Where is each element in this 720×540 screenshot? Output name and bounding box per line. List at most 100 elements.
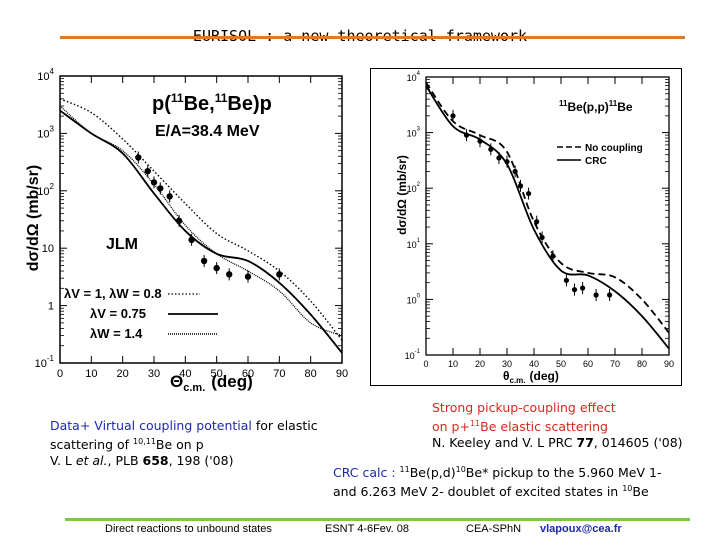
x-tick-label: 0: [57, 368, 63, 380]
y-tick-label: 10: [42, 243, 54, 255]
x-tick-label: 20: [475, 359, 485, 369]
data-point: [226, 271, 233, 278]
x-tick-label: 40: [179, 368, 191, 380]
left-x-axis: 0 10 20 30 40 50 60 70 80 90: [57, 76, 348, 380]
right-x-axis: 0 10 20 30 40 50 60 70 80 90: [423, 77, 674, 369]
data-point: [563, 277, 569, 283]
data-point: [276, 271, 283, 278]
data-point: [607, 292, 613, 298]
data-point: [213, 264, 220, 272]
x-tick-label: 10: [85, 368, 97, 380]
data-point: [534, 219, 540, 225]
x-tick-label: 90: [336, 368, 348, 380]
left-data-points: [135, 151, 283, 283]
x-tick-label: 60: [583, 359, 593, 369]
data-point: [450, 113, 456, 119]
footer-org: CEA-SPhN: [466, 523, 522, 535]
data-point: [135, 154, 142, 161]
left-caption: Data+ Virtual coupling potential for ela…: [50, 418, 318, 469]
right-plot: 104 103 102 101 100 10-1 0 10 20 30 40 50 60 70 80 90 …: [370, 68, 682, 386]
left-legend: λV = 1, λW = 0.8 λV = 0.75 λW = 1.4: [64, 286, 218, 341]
footer-center: ESNT 4-6Fev. 08: [325, 523, 409, 535]
y-tick-label: 102: [37, 182, 54, 198]
y-tick-label: 104: [37, 67, 54, 83]
data-point: [244, 273, 252, 280]
left-plot: 104 103 102 10 1 10-1 0 10 20 30 40 50 60 70 80 90 p(1…: [20, 62, 350, 394]
data-point: [593, 292, 599, 298]
right-curves: [425, 81, 670, 350]
data-point: [463, 132, 470, 138]
data-point: [571, 287, 578, 293]
data-point: [526, 190, 532, 197]
x-tick-label: 60: [242, 368, 254, 380]
x-tick-label: 40: [529, 359, 539, 369]
x-tick-label: 30: [502, 359, 512, 369]
data-point: [150, 179, 158, 186]
x-tick-label: 50: [556, 359, 566, 369]
footer-email[interactable]: vlapoux@cea.fr: [540, 523, 622, 535]
x-tick-label: 30: [148, 368, 160, 380]
y-tick-label: 10-1: [35, 354, 55, 370]
data-point: [166, 193, 173, 200]
right-data-points: [450, 109, 613, 301]
data-point: [496, 155, 502, 161]
bottom-divider: [65, 518, 690, 521]
x-tick-label: 0: [423, 359, 428, 369]
left-plot-frame: [59, 75, 343, 364]
series-curve-2: [59, 109, 343, 354]
crc-caption: CRC calc : 11Be(p,d)10Be* pickup to the …: [333, 465, 662, 500]
right-legend-label-2: CRC: [585, 156, 607, 167]
series-curve-2: [425, 85, 670, 350]
x-tick-label: 80: [637, 359, 647, 369]
y-tick-label: 101: [407, 238, 421, 250]
left-legend-label-1: λV = 1, λW = 0.8: [64, 286, 162, 301]
x-tick-label: 90: [664, 359, 674, 369]
left-reaction-title: p(11Be,11Be)p: [152, 91, 272, 115]
data-point: [512, 168, 518, 175]
right-legend-label-1: No coupling: [585, 143, 643, 154]
data-point: [175, 217, 183, 225]
left-model-label: JLM: [106, 236, 138, 253]
left-legend-label-2: λV = 0.75: [90, 306, 146, 321]
left-legend-label-3: λW = 1.4: [90, 326, 143, 341]
y-tick-label: 103: [37, 124, 54, 140]
top-divider: [60, 36, 685, 39]
data-point: [477, 138, 483, 144]
data-point: [188, 236, 195, 244]
right-reaction-label: 11Be(p,p)11Be: [559, 99, 633, 114]
data-point: [157, 185, 164, 192]
data-point: [144, 167, 151, 175]
data-point: [550, 253, 556, 259]
left-curves: [59, 98, 343, 354]
x-tick-label: 70: [273, 368, 285, 380]
right-legend: No coupling CRC: [557, 143, 643, 167]
right-x-label: θc.m. (deg): [503, 369, 559, 385]
right-caption: Strong pickup-coupling effect on p+11Be …: [432, 400, 683, 451]
data-point: [517, 183, 524, 189]
x-tick-label: 70: [610, 359, 620, 369]
left-x-label: Θc.m. (deg): [170, 372, 253, 392]
x-tick-label: 50: [211, 368, 223, 380]
x-tick-label: 80: [305, 368, 317, 380]
data-point: [504, 159, 510, 165]
right-y-axis: 104 103 102 101 100 10-1: [405, 71, 669, 361]
y-tick-label: 102: [407, 182, 421, 194]
y-tick-label: 100: [407, 293, 421, 305]
data-point: [200, 257, 208, 265]
series-curve-1: [425, 81, 670, 334]
y-tick-label: 103: [407, 127, 421, 139]
left-energy-label: E/A=38.4 MeV: [155, 123, 260, 140]
data-point: [539, 234, 545, 241]
right-y-label: dσ/dΩ (mb/sr): [395, 155, 409, 235]
y-tick-label: 104: [407, 71, 421, 83]
data-point: [488, 146, 494, 152]
y-tick-label: 1: [48, 301, 54, 313]
data-point: [580, 285, 586, 291]
left-y-label: dσ/dΩ (mb/sr): [25, 165, 42, 271]
x-tick-label: 20: [117, 368, 129, 380]
x-tick-label: 10: [448, 359, 458, 369]
left-caption-highlight: Data+ Virtual coupling potential: [50, 418, 252, 433]
